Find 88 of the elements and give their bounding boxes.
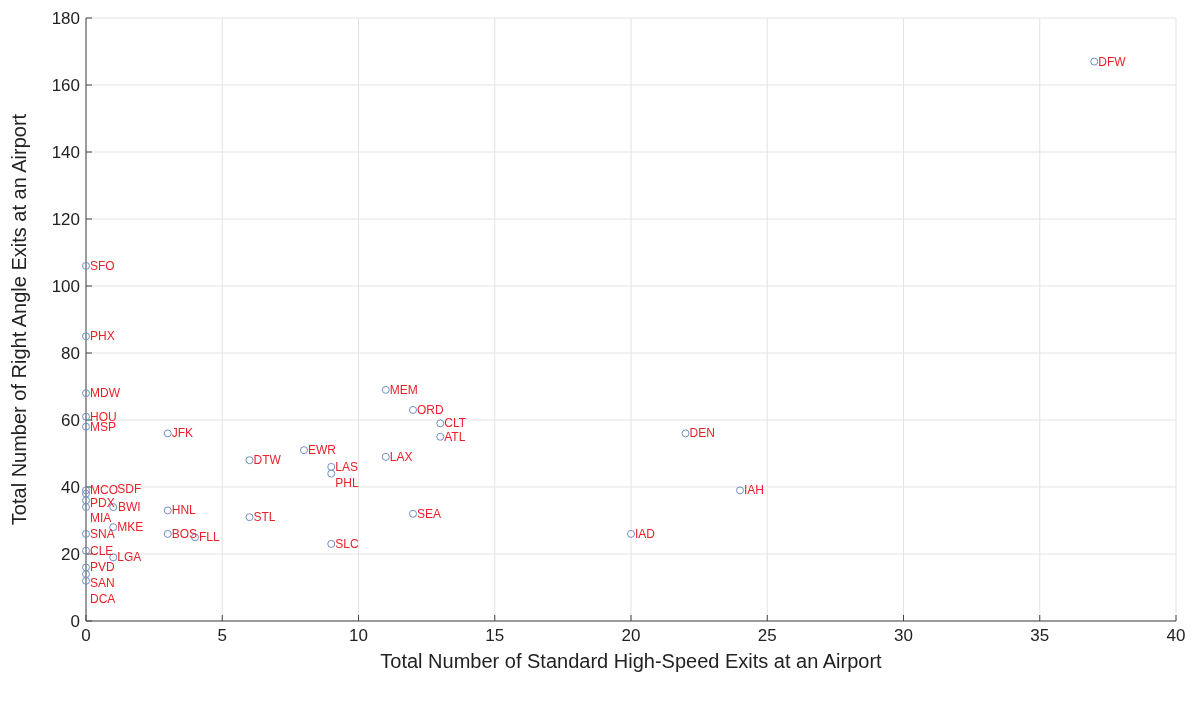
annotation: SLC <box>335 536 359 551</box>
annotation: DFW <box>1098 54 1127 69</box>
annotation: IAD <box>635 526 656 541</box>
point <box>163 529 172 538</box>
x-tick-label: 40 <box>1166 626 1186 645</box>
y-tick-label: 80 <box>61 344 80 363</box>
point <box>1090 57 1099 66</box>
point <box>82 546 90 555</box>
point <box>327 469 336 478</box>
annotation: JFK <box>171 426 194 441</box>
annotation: LAS <box>335 459 358 474</box>
annotation: STL <box>253 510 276 525</box>
y-tick-label: 120 <box>51 210 80 229</box>
point <box>82 412 90 421</box>
annotation: DCA <box>90 591 116 606</box>
annotation: ATL <box>444 429 466 444</box>
point <box>163 506 172 515</box>
y-tick-label: 60 <box>61 411 80 430</box>
y-tick-label: 160 <box>51 76 80 95</box>
point <box>300 446 308 455</box>
x-tick-label: 5 <box>217 626 227 645</box>
y-axis-title: Total Number of Right Angle Exits at an Airport <box>8 113 30 526</box>
annotation: PHX <box>90 329 115 344</box>
annotation: MIA <box>90 511 112 526</box>
point <box>381 385 390 394</box>
annotation: ORD <box>417 402 444 417</box>
x-tick-label: 15 <box>485 626 505 645</box>
x-tick-label: 25 <box>757 626 777 645</box>
annotation: PVD <box>90 560 116 575</box>
x-tick-label: 10 <box>349 626 368 645</box>
annotation: LAX <box>389 449 413 464</box>
y-tick-label: 140 <box>51 143 80 162</box>
point <box>409 509 417 518</box>
point <box>82 529 90 538</box>
annotation: FLL <box>199 530 220 545</box>
point <box>327 539 336 548</box>
point <box>82 422 90 431</box>
point <box>409 405 417 414</box>
point <box>627 529 635 538</box>
point <box>109 553 118 562</box>
annotation: BOS <box>171 526 198 541</box>
point <box>82 576 90 585</box>
x-tick-label: 30 <box>894 626 913 645</box>
y-tick-label: 20 <box>61 545 80 564</box>
point <box>82 503 90 512</box>
x-tick-label: 35 <box>1030 626 1050 645</box>
annotation: SDF <box>117 482 142 497</box>
point <box>82 261 90 270</box>
annotation: DEN <box>689 426 715 441</box>
annotation: EWR <box>308 443 337 458</box>
annotation: CLE <box>90 543 114 558</box>
point <box>82 496 90 505</box>
annotation: SFO <box>90 258 115 273</box>
annotation: PHL <box>335 475 359 490</box>
point <box>82 570 90 579</box>
point <box>163 429 172 438</box>
annotation: SEA <box>417 506 442 521</box>
point <box>327 462 336 471</box>
x-tick-label: 20 <box>621 626 641 645</box>
annotation: BWI <box>118 500 141 515</box>
x-axis-title: Total Number of Standard High-Speed Exits at an Airport <box>380 650 883 672</box>
annotation: DTW <box>253 453 282 468</box>
point <box>245 456 254 465</box>
point <box>82 389 90 398</box>
point <box>82 332 90 341</box>
annotation: MKE <box>117 520 144 535</box>
y-tick-label: 180 <box>51 9 80 28</box>
annotation: MEM <box>389 382 418 397</box>
point <box>82 486 90 495</box>
annotation: HNL <box>171 503 197 518</box>
annotation: MDW <box>90 386 121 401</box>
point <box>82 489 90 498</box>
point <box>736 486 744 495</box>
y-tick-label: 100 <box>51 277 80 296</box>
annotation: LGA <box>117 550 142 565</box>
annotation: SAN <box>90 576 115 591</box>
annotation: MCO <box>90 483 118 498</box>
y-tick-label: 40 <box>61 478 80 497</box>
annotation: SNA <box>90 526 115 541</box>
annotation: PDX <box>90 495 115 510</box>
point <box>82 563 90 572</box>
point <box>436 419 445 428</box>
annotation: IAH <box>744 483 765 498</box>
point <box>381 452 390 461</box>
point <box>245 513 254 522</box>
annotation: CLT <box>444 416 467 431</box>
point <box>681 429 690 438</box>
y-tick-label: 0 <box>70 612 80 631</box>
